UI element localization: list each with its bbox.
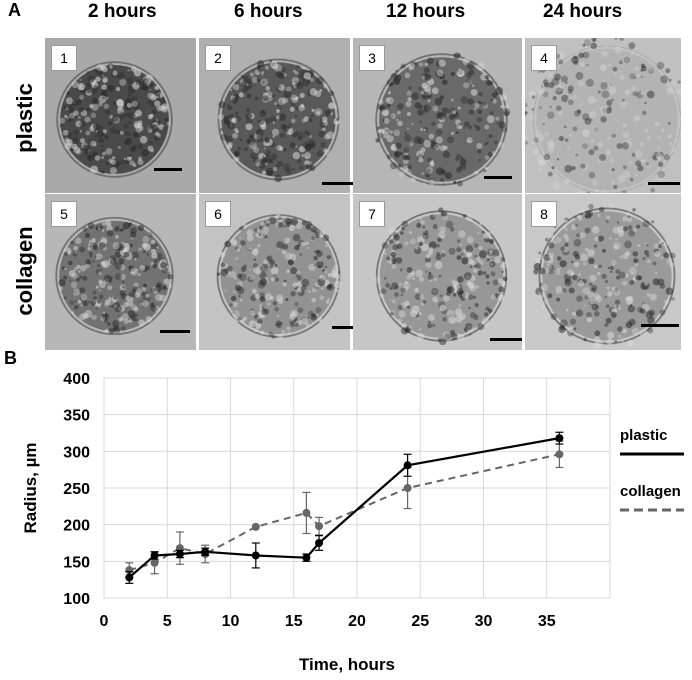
data-point-collagen: [315, 522, 324, 531]
row-label-collagen: collagen: [12, 226, 37, 316]
micrograph-collagen-24-hours: 8: [525, 194, 681, 350]
micrograph-plastic-24-hours: 4: [525, 38, 681, 193]
micrograph-collagen-12-hours: 7: [353, 194, 522, 350]
data-point-plastic: [201, 547, 210, 556]
micrograph-plastic-2-hours: 1: [45, 38, 196, 193]
scale-bar: [332, 326, 362, 329]
x-tick-label: 5: [163, 613, 172, 630]
panel-b-letter: B: [4, 348, 17, 368]
y-tick-label: 150: [63, 554, 90, 571]
scale-bar: [160, 330, 190, 333]
y-tick-label: 200: [63, 518, 90, 535]
y-axis-title: Radius, µm: [21, 442, 40, 533]
scale-bar: [484, 176, 512, 179]
tile-number: 1: [51, 45, 77, 71]
series-line-plastic: [128, 437, 560, 579]
data-point-plastic: [302, 553, 311, 562]
micrograph-collagen-2-hours: 5: [45, 194, 196, 350]
scale-bar: [490, 338, 522, 341]
tile-number: 5: [51, 201, 77, 227]
x-tick-label: 25: [411, 613, 429, 630]
tile-number: 4: [531, 45, 557, 71]
data-point-collagen: [302, 508, 311, 517]
tile-number: 6: [205, 201, 231, 227]
y-tick-label: 250: [63, 481, 90, 498]
data-point-plastic: [125, 573, 134, 582]
data-point-plastic: [150, 551, 159, 560]
tile-number: 8: [531, 201, 557, 227]
column-header-6h: 6 hours: [234, 1, 303, 22]
scale-bar: [322, 182, 354, 185]
legend-label-plastic: plastic: [620, 427, 668, 444]
column-header-12h: 12 hours: [386, 1, 466, 22]
legend-label-collagen: collagen: [620, 483, 681, 500]
y-tick-label: 350: [63, 408, 90, 425]
data-point-plastic: [251, 551, 260, 560]
spheroid-image: [373, 207, 509, 346]
tile-number: 7: [359, 201, 385, 227]
data-point-collagen: [150, 558, 159, 567]
micrograph-plastic-12-hours: 3: [353, 38, 522, 193]
scale-bar: [648, 182, 680, 185]
x-tick-label: 20: [348, 613, 366, 630]
spheroid-image: [525, 38, 681, 193]
x-tick-label: 30: [475, 613, 493, 630]
spheroid-image: [375, 52, 511, 187]
data-point-collagen: [403, 484, 412, 492]
tile-number: 2: [205, 45, 231, 71]
spheroid-image: [533, 202, 676, 350]
scale-bar: [154, 168, 182, 171]
row-label-plastic: plastic: [12, 83, 37, 153]
data-point-collagen: [251, 522, 260, 531]
column-header-24h: 24 hours: [543, 1, 623, 22]
data-point-plastic: [555, 434, 564, 443]
spheroid-image: [56, 61, 173, 178]
panel-a-letter: A: [8, 0, 21, 20]
y-tick-label: 400: [63, 371, 90, 388]
column-header-2h: 2 hours: [88, 1, 157, 22]
data-point-plastic: [403, 461, 412, 470]
chart-canvas: 100 150 200 250 300 350 400 0 5 10 15 20 25 30 35 Time,…: [21, 371, 684, 674]
x-tick-label: 10: [222, 613, 240, 630]
micrograph-collagen-6-hours: 6: [199, 194, 350, 350]
spheroid-image: [217, 58, 341, 183]
radius-line-chart: 100 150 200 250 300 350 400 0 5 10 15 20 25 30 35 Time,…: [0, 356, 692, 680]
tile-number: 3: [359, 45, 385, 71]
scale-bar: [641, 324, 679, 327]
x-tick-label: 35: [538, 613, 556, 630]
y-tick-label: 300: [63, 444, 90, 461]
micrograph-plastic-6-hours: 2: [199, 38, 350, 193]
data-point-plastic: [175, 550, 184, 558]
y-tick-label: 100: [63, 591, 90, 608]
data-point-collagen: [555, 450, 564, 459]
x-tick-label: 15: [285, 613, 303, 630]
x-axis-title: Time, hours: [299, 655, 395, 674]
spheroid-image: [216, 213, 342, 340]
x-tick-label: 0: [100, 613, 109, 630]
spheroid-image: [55, 216, 174, 336]
data-point-plastic: [315, 539, 324, 547]
